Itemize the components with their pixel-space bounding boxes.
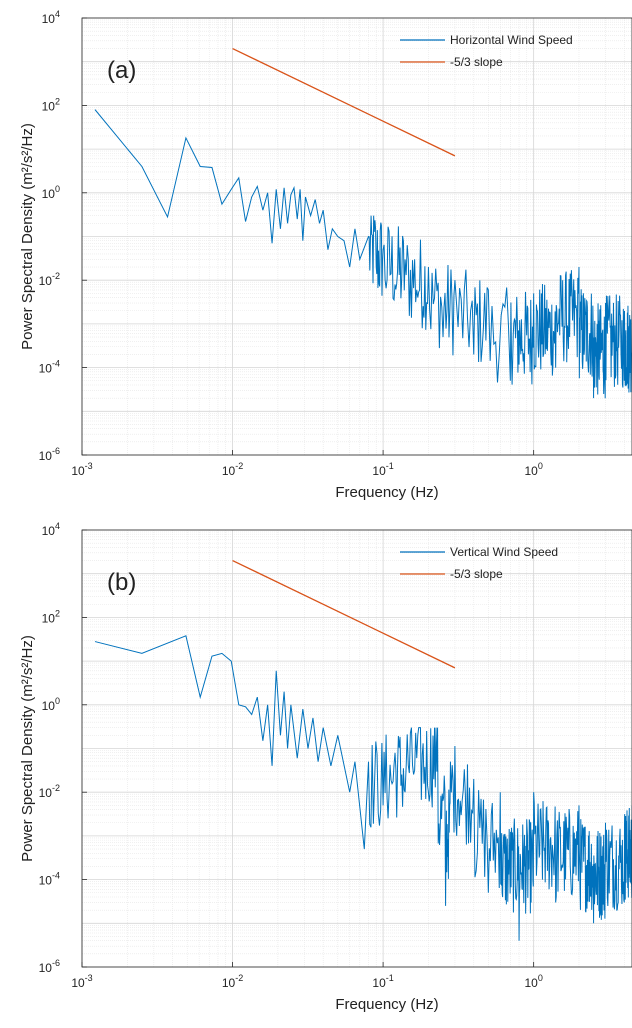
legend-label: -5/3 slope: [450, 567, 503, 581]
y-tick-label: 10-2: [39, 783, 60, 800]
x-tick-label: 10-2: [222, 461, 243, 478]
x-tick-label: 10-3: [71, 973, 92, 990]
x-axis-label: Frequency (Hz): [335, 484, 438, 501]
y-tick-label: 10-6: [39, 958, 60, 975]
y-tick-label: 10-2: [39, 271, 60, 288]
panel-label: (a): [107, 57, 136, 84]
series-line-horizontal-wind-speed: [94, 109, 632, 399]
x-axis-label: Frequency (Hz): [335, 996, 438, 1013]
y-tick-label: 10-4: [39, 871, 60, 888]
y-tick-label: 104: [42, 9, 60, 26]
y-tick-label: 100: [42, 696, 60, 713]
panel-label: (b): [107, 569, 136, 596]
axes-box: [81, 17, 632, 456]
series-line-vertical-wind-speed: [94, 635, 632, 941]
x-tick-label: 100: [524, 973, 542, 990]
x-tick-label: 10-2: [222, 973, 243, 990]
y-tick-label: 10-4: [39, 359, 60, 376]
y-axis-label: Power Spectral Density (m²/s²/Hz): [19, 635, 36, 862]
x-tick-label: 10-3: [71, 461, 92, 478]
legend: Vertical Wind Speed -5/3 slope: [400, 545, 558, 581]
panel-a: 10-3 10-2 10-1 100 10-6 10-4 10-2 100 102 104 Freq…: [19, 9, 632, 501]
legend-label: Horizontal Wind Speed: [450, 33, 573, 47]
series-line--5-3-slope: [232, 47, 456, 157]
x-tick-label: 10-1: [372, 461, 393, 478]
y-tick-label: 10-6: [39, 446, 60, 463]
axes-box: [81, 529, 632, 968]
series-line--5-3-slope: [232, 559, 456, 669]
legend-label: Vertical Wind Speed: [450, 545, 558, 559]
x-tick-label: 100: [524, 461, 542, 478]
y-tick-label: 100: [42, 184, 60, 201]
y-axis-label: Power Spectral Density (m²/s²/Hz): [19, 123, 36, 350]
legend: Horizontal Wind Speed -5/3 slope: [400, 33, 573, 69]
legend-label: -5/3 slope: [450, 55, 503, 69]
x-tick-label: 10-1: [372, 973, 393, 990]
y-tick-label: 102: [42, 608, 60, 625]
panel-b: 10-3 10-2 10-1 100 10-6 10-4 10-2 100 102 104 Freq…: [19, 521, 632, 1013]
y-tick-label: 102: [42, 96, 60, 113]
y-tick-label: 104: [42, 521, 60, 538]
